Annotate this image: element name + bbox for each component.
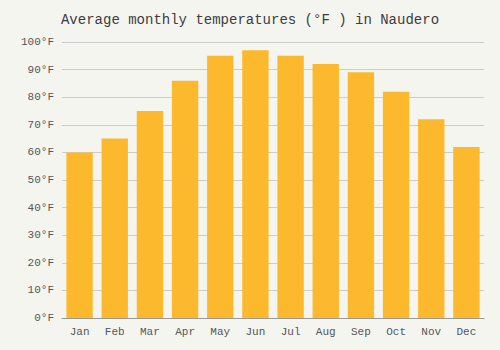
- svg-text:50°F: 50°F: [28, 174, 54, 186]
- svg-text:May: May: [210, 326, 230, 338]
- svg-text:0°F: 0°F: [34, 312, 54, 324]
- svg-text:Dec: Dec: [457, 326, 477, 338]
- svg-text:Average monthly temperatures (: Average monthly temperatures (°F ) in Na…: [61, 12, 439, 28]
- svg-text:20°F: 20°F: [28, 257, 54, 269]
- svg-text:Sep: Sep: [351, 326, 371, 338]
- svg-text:30°F: 30°F: [28, 229, 54, 241]
- svg-text:Jun: Jun: [246, 326, 266, 338]
- svg-text:Apr: Apr: [175, 326, 195, 338]
- svg-text:Feb: Feb: [105, 326, 125, 338]
- svg-text:10°F: 10°F: [28, 284, 54, 296]
- svg-text:Jul: Jul: [281, 326, 301, 338]
- svg-text:90°F: 90°F: [28, 64, 54, 76]
- svg-text:Aug: Aug: [316, 326, 336, 338]
- svg-text:70°F: 70°F: [28, 119, 54, 131]
- svg-text:Nov: Nov: [421, 326, 441, 338]
- svg-text:Oct: Oct: [386, 326, 406, 338]
- svg-text:Jan: Jan: [70, 326, 90, 338]
- svg-text:Mar: Mar: [140, 326, 160, 338]
- svg-text:100°F: 100°F: [21, 36, 54, 48]
- svg-text:60°F: 60°F: [28, 146, 54, 158]
- svg-text:80°F: 80°F: [28, 91, 54, 103]
- svg-text:40°F: 40°F: [28, 202, 54, 214]
